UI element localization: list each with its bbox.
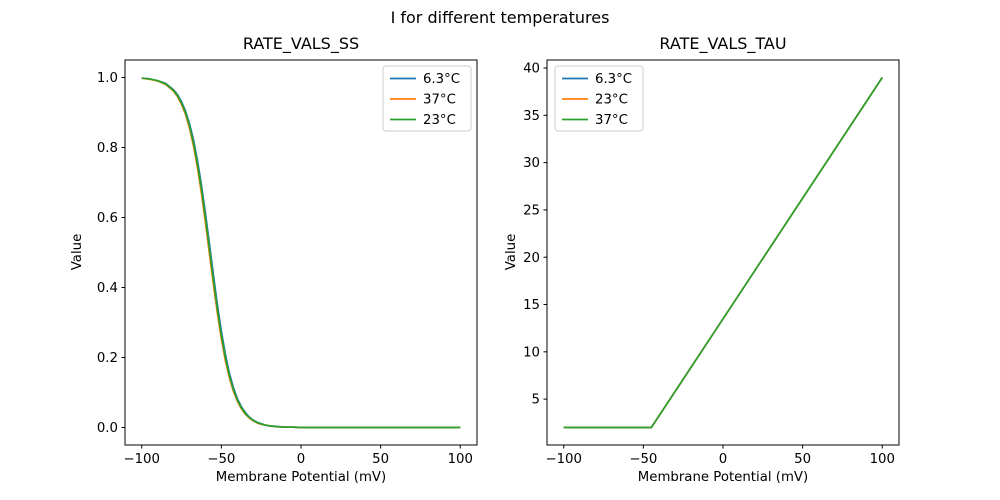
tau-x-tick-label: −50 bbox=[629, 452, 657, 467]
ss-x-tick-label: 50 bbox=[372, 452, 389, 467]
tau-x-tick-label: −100 bbox=[545, 452, 582, 467]
ss-legend-box bbox=[382, 65, 472, 132]
tau-legend-label-23C: 23°C bbox=[595, 93, 628, 108]
tau-legend-box bbox=[554, 65, 644, 132]
ss-legend-label-6.3C: 6.3°C bbox=[423, 72, 460, 87]
ss-y-tick-label: 0.6 bbox=[97, 211, 118, 226]
subplot-ss-xlabel: Membrane Potential (mV) bbox=[215, 470, 387, 485]
figure-suptitle: I for different temperatures bbox=[390, 8, 610, 27]
ss-y-tick-label: 1.0 bbox=[97, 71, 118, 86]
tau-y-tick-label: 30 bbox=[523, 156, 540, 171]
subplot-ss-ylabel: Value bbox=[70, 233, 85, 271]
tau-legend-label-6.3C: 6.3°C bbox=[595, 72, 632, 87]
tau-y-tick-label: 15 bbox=[523, 298, 540, 313]
tau-legend-label-37C: 37°C bbox=[595, 113, 628, 128]
tau-axes-spines bbox=[546, 59, 900, 446]
ss-x-tick-label: −50 bbox=[207, 452, 235, 467]
ss-curve-23C bbox=[141, 77, 461, 429]
tau-y-tick-label: 5 bbox=[532, 393, 540, 408]
tau-y-tick-label: 35 bbox=[523, 109, 540, 124]
ss-y-tick-label: 0.2 bbox=[97, 351, 118, 366]
tau-x-tick-label: 100 bbox=[870, 452, 895, 467]
ss-x-tick-label: −100 bbox=[123, 452, 160, 467]
tau-y-tick-label: 40 bbox=[523, 62, 540, 77]
tau-y-tick-label: 10 bbox=[523, 345, 540, 360]
tau-x-tick-label: 50 bbox=[794, 452, 811, 467]
subplot-ss-title: RATE_VALS_SS bbox=[242, 34, 360, 53]
tau-x-tick-label: 0 bbox=[719, 452, 727, 467]
tau-y-tick-label: 20 bbox=[523, 251, 540, 266]
tau-curve-37C bbox=[563, 77, 883, 429]
subplot-tau-xlabel: Membrane Potential (mV) bbox=[637, 470, 809, 485]
ss-x-tick-label: 0 bbox=[297, 452, 305, 467]
ss-axes-spines bbox=[124, 59, 478, 446]
ss-legend-label-23C: 23°C bbox=[423, 113, 456, 128]
subplot-tau-title: RATE_VALS_TAU bbox=[659, 34, 787, 53]
ss-legend-label-37C: 37°C bbox=[423, 93, 456, 108]
subplot-tau-ylabel: Value bbox=[504, 233, 519, 271]
tau-y-tick-label: 25 bbox=[523, 204, 540, 219]
ss-y-tick-label: 0.8 bbox=[97, 141, 118, 156]
ss-x-tick-label: 100 bbox=[448, 452, 473, 467]
ss-y-tick-label: 0.0 bbox=[97, 421, 118, 436]
ss-y-tick-label: 0.4 bbox=[97, 281, 118, 296]
